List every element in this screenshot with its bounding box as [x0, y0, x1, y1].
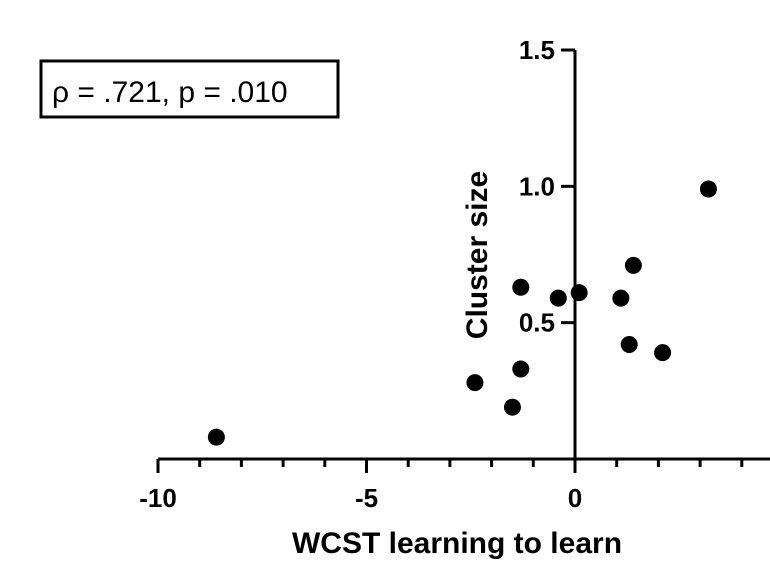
data-point — [612, 289, 630, 307]
data-point — [512, 360, 530, 378]
data-point — [570, 284, 588, 302]
data-point — [207, 428, 225, 446]
y-axis-title: Cluster size — [461, 171, 494, 339]
x-tick-label: 0 — [568, 483, 582, 513]
annotation-text: ρ = .721, p = .010 — [52, 76, 288, 109]
annotation-box: ρ = .721, p = .010 — [39, 59, 340, 119]
data-point — [654, 344, 672, 362]
y-axis: 0.5 1.0 1.5 — [519, 35, 577, 459]
y-tick-label: 1.0 — [519, 171, 555, 201]
data-point — [624, 256, 642, 274]
data-point — [699, 180, 717, 198]
annotation-frame — [39, 59, 340, 119]
x-axis-title: WCST learning to learn — [292, 527, 622, 560]
data-point — [466, 374, 484, 392]
x-tick-label: -5 — [355, 483, 378, 513]
data-point — [512, 278, 530, 296]
data-point — [549, 289, 567, 307]
data-point — [503, 398, 521, 416]
x-tick-label: -10 — [139, 483, 177, 513]
y-tick-label: 1.5 — [519, 35, 555, 65]
y-tick-label: 0.5 — [519, 308, 555, 338]
x-axis: -10 -5 0 — [139, 457, 770, 513]
data-point — [620, 335, 638, 353]
data-points — [207, 180, 717, 446]
